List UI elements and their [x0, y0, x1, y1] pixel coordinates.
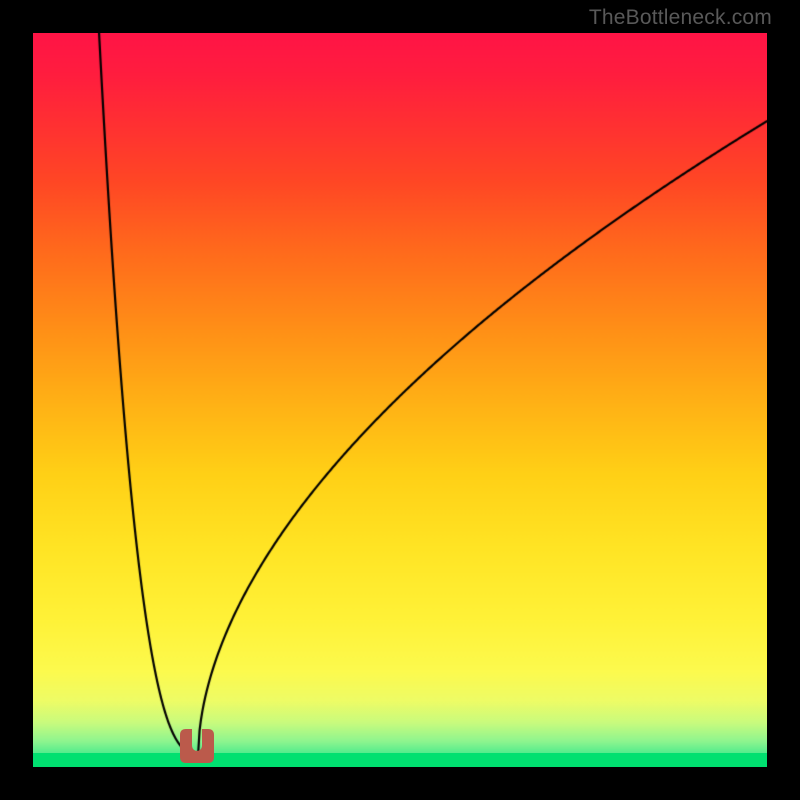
dip-marker: [180, 729, 214, 763]
bottleneck-curve: [33, 33, 767, 767]
chart-root: TheBottleneck.com: [0, 0, 800, 800]
watermark-text: TheBottleneck.com: [589, 6, 772, 30]
